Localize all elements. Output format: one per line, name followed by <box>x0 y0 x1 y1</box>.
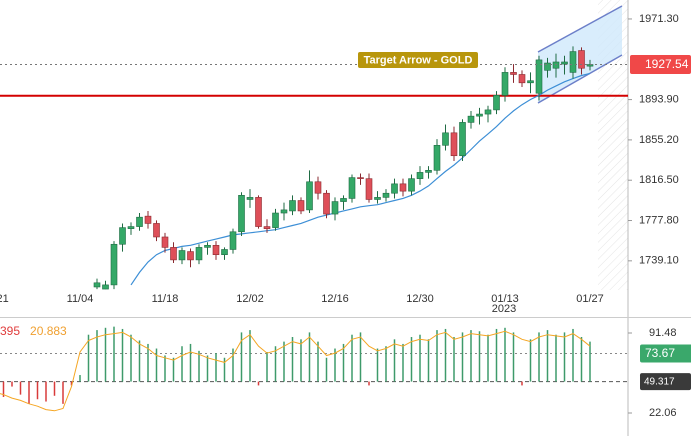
candle-body <box>544 62 551 71</box>
candle-body <box>501 72 509 96</box>
candle-body <box>195 247 203 261</box>
year-label: 2023 <box>492 303 516 315</box>
candle-body <box>527 80 534 84</box>
price-plot <box>0 46 628 290</box>
legend-value: 20.883 <box>30 324 67 338</box>
channel-top <box>537 5 623 53</box>
candle-body <box>110 243 118 286</box>
y-tick-label: 1971.30 <box>639 13 679 25</box>
candle-body <box>442 132 449 146</box>
candle-body <box>127 226 135 229</box>
y-tick-label: 1739.10 <box>639 255 679 267</box>
candle-body <box>493 95 500 111</box>
candle-body <box>391 183 398 194</box>
candle-body <box>255 197 262 227</box>
candle-body <box>518 74 526 84</box>
candle-body <box>467 115 475 123</box>
candle-body <box>221 249 228 255</box>
candle-body <box>323 192 330 215</box>
price-label-box <box>630 55 691 75</box>
candle-body <box>102 284 109 290</box>
x-tick-label: 01/13 <box>491 293 519 305</box>
candle-body <box>374 197 381 200</box>
x-tick-label: 12/16 <box>321 293 349 305</box>
candle-body <box>561 61 568 65</box>
level-label-box <box>640 344 691 363</box>
candle-body <box>187 251 194 261</box>
candle-body <box>289 200 296 212</box>
y-tick-label: 1893.90 <box>639 93 679 105</box>
candle-body <box>484 109 492 115</box>
baseline-label-box <box>640 373 691 391</box>
candle-body <box>229 231 237 250</box>
candle-body <box>450 132 458 157</box>
x-tick-label: 12/30 <box>406 293 434 305</box>
annotation: Target Arrow - GOLD <box>364 54 473 66</box>
candle-body <box>204 245 211 248</box>
candle-body <box>246 197 254 200</box>
candle-body <box>238 195 245 233</box>
candle-body <box>297 200 305 212</box>
candle-body <box>459 122 466 157</box>
candle-body <box>170 247 177 261</box>
candle-body <box>552 61 560 69</box>
price-label: 1927.54 <box>645 57 689 71</box>
x-tick-label: 12/02 <box>236 293 264 305</box>
candle-body <box>569 51 577 73</box>
candle-body <box>357 177 364 179</box>
candle-body <box>331 201 339 215</box>
candle-body <box>476 113 483 117</box>
candle-body <box>263 226 271 229</box>
candle-body <box>161 236 169 248</box>
candle-body <box>93 282 101 288</box>
y-tick-label: 91.48 <box>649 327 677 339</box>
candle-body <box>178 250 186 261</box>
candle-body <box>365 178 373 200</box>
y-tick-label: 1777.80 <box>639 214 679 226</box>
candle-body <box>153 223 160 238</box>
candle-body <box>535 59 543 94</box>
candle-body <box>314 181 322 194</box>
candle-body <box>399 183 407 192</box>
y-tick-label: 1855.20 <box>639 134 679 146</box>
candle-body <box>144 215 152 224</box>
candle-body <box>433 145 441 171</box>
candle-body <box>340 198 347 202</box>
candle-body <box>272 212 279 228</box>
x-tick-label: 01/27 <box>576 293 604 305</box>
candle-body <box>510 72 517 75</box>
candle-body <box>306 181 313 211</box>
indicator-plot <box>0 326 628 412</box>
legend-value: 395 <box>0 324 20 338</box>
moving-average <box>130 72 591 286</box>
candle-body <box>212 245 220 255</box>
x-tick-label: 10/21 <box>0 293 9 305</box>
annotation-box <box>358 52 478 68</box>
candle-body <box>382 192 390 198</box>
y-tick-label: 22.06 <box>649 407 677 419</box>
x-tick-label: 11/04 <box>67 293 94 305</box>
candle-body <box>136 216 143 227</box>
oscillator-line <box>0 330 591 412</box>
x-tick-label: 11/18 <box>152 293 179 305</box>
y-tick-label: 1816.50 <box>639 174 679 186</box>
candle-body <box>348 177 356 199</box>
axes: 1739.10 1777.80 1816.50 1855.20 1893.90 1971.… <box>0 13 691 419</box>
candle-body <box>119 227 126 245</box>
level-label: 73.67 <box>645 346 675 360</box>
baseline-label: 49.317 <box>644 377 675 388</box>
candle-body <box>280 209 288 214</box>
candle-body <box>578 50 585 69</box>
candle-body <box>408 178 415 192</box>
candle-body <box>425 170 432 173</box>
candle-body <box>416 172 424 179</box>
